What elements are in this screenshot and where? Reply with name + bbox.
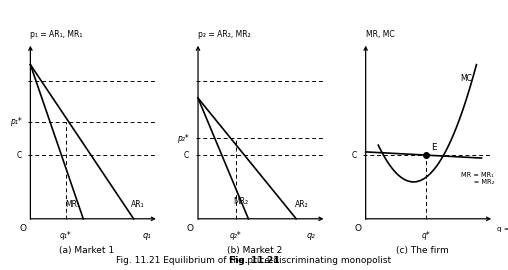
Text: O: O <box>355 224 362 233</box>
Text: q₁: q₁ <box>143 231 152 239</box>
Text: (a) Market 1: (a) Market 1 <box>59 246 115 255</box>
Text: p₁ = AR₁, MR₁: p₁ = AR₁, MR₁ <box>30 31 83 39</box>
Text: q*: q* <box>422 231 430 239</box>
Text: AR₁: AR₁ <box>131 200 145 209</box>
Text: MR = MR₁
      = MR₂: MR = MR₁ = MR₂ <box>461 172 495 185</box>
Text: C: C <box>352 151 357 160</box>
Text: p₂*: p₂* <box>177 134 189 143</box>
Text: q₂: q₂ <box>307 231 315 239</box>
Text: O: O <box>187 224 194 233</box>
Text: MR₁: MR₁ <box>66 200 81 209</box>
Text: q = q₁ + q₂: q = q₁ + q₂ <box>497 226 508 232</box>
Text: Fig. 11.21: Fig. 11.21 <box>229 256 279 265</box>
Text: q₂*: q₂* <box>230 231 242 239</box>
Text: MR, MC: MR, MC <box>366 31 394 39</box>
Text: (c) The firm: (c) The firm <box>396 246 449 255</box>
Text: (b) Market 2: (b) Market 2 <box>227 246 282 255</box>
Text: C: C <box>184 151 189 160</box>
Text: C: C <box>16 151 21 160</box>
Text: p₁*: p₁* <box>10 117 21 126</box>
Text: MC: MC <box>460 74 472 83</box>
Text: E: E <box>431 143 437 152</box>
Text: AR₂: AR₂ <box>295 200 309 209</box>
Text: Fig. 11.21 Equilibrium of the price-discriminating monopolist: Fig. 11.21 Equilibrium of the price-disc… <box>116 256 392 265</box>
Text: q₁*: q₁* <box>60 231 72 239</box>
Text: MR₂: MR₂ <box>233 197 248 206</box>
Text: p₂ = AR₂, MR₂: p₂ = AR₂, MR₂ <box>198 31 251 39</box>
Text: O: O <box>19 224 26 233</box>
